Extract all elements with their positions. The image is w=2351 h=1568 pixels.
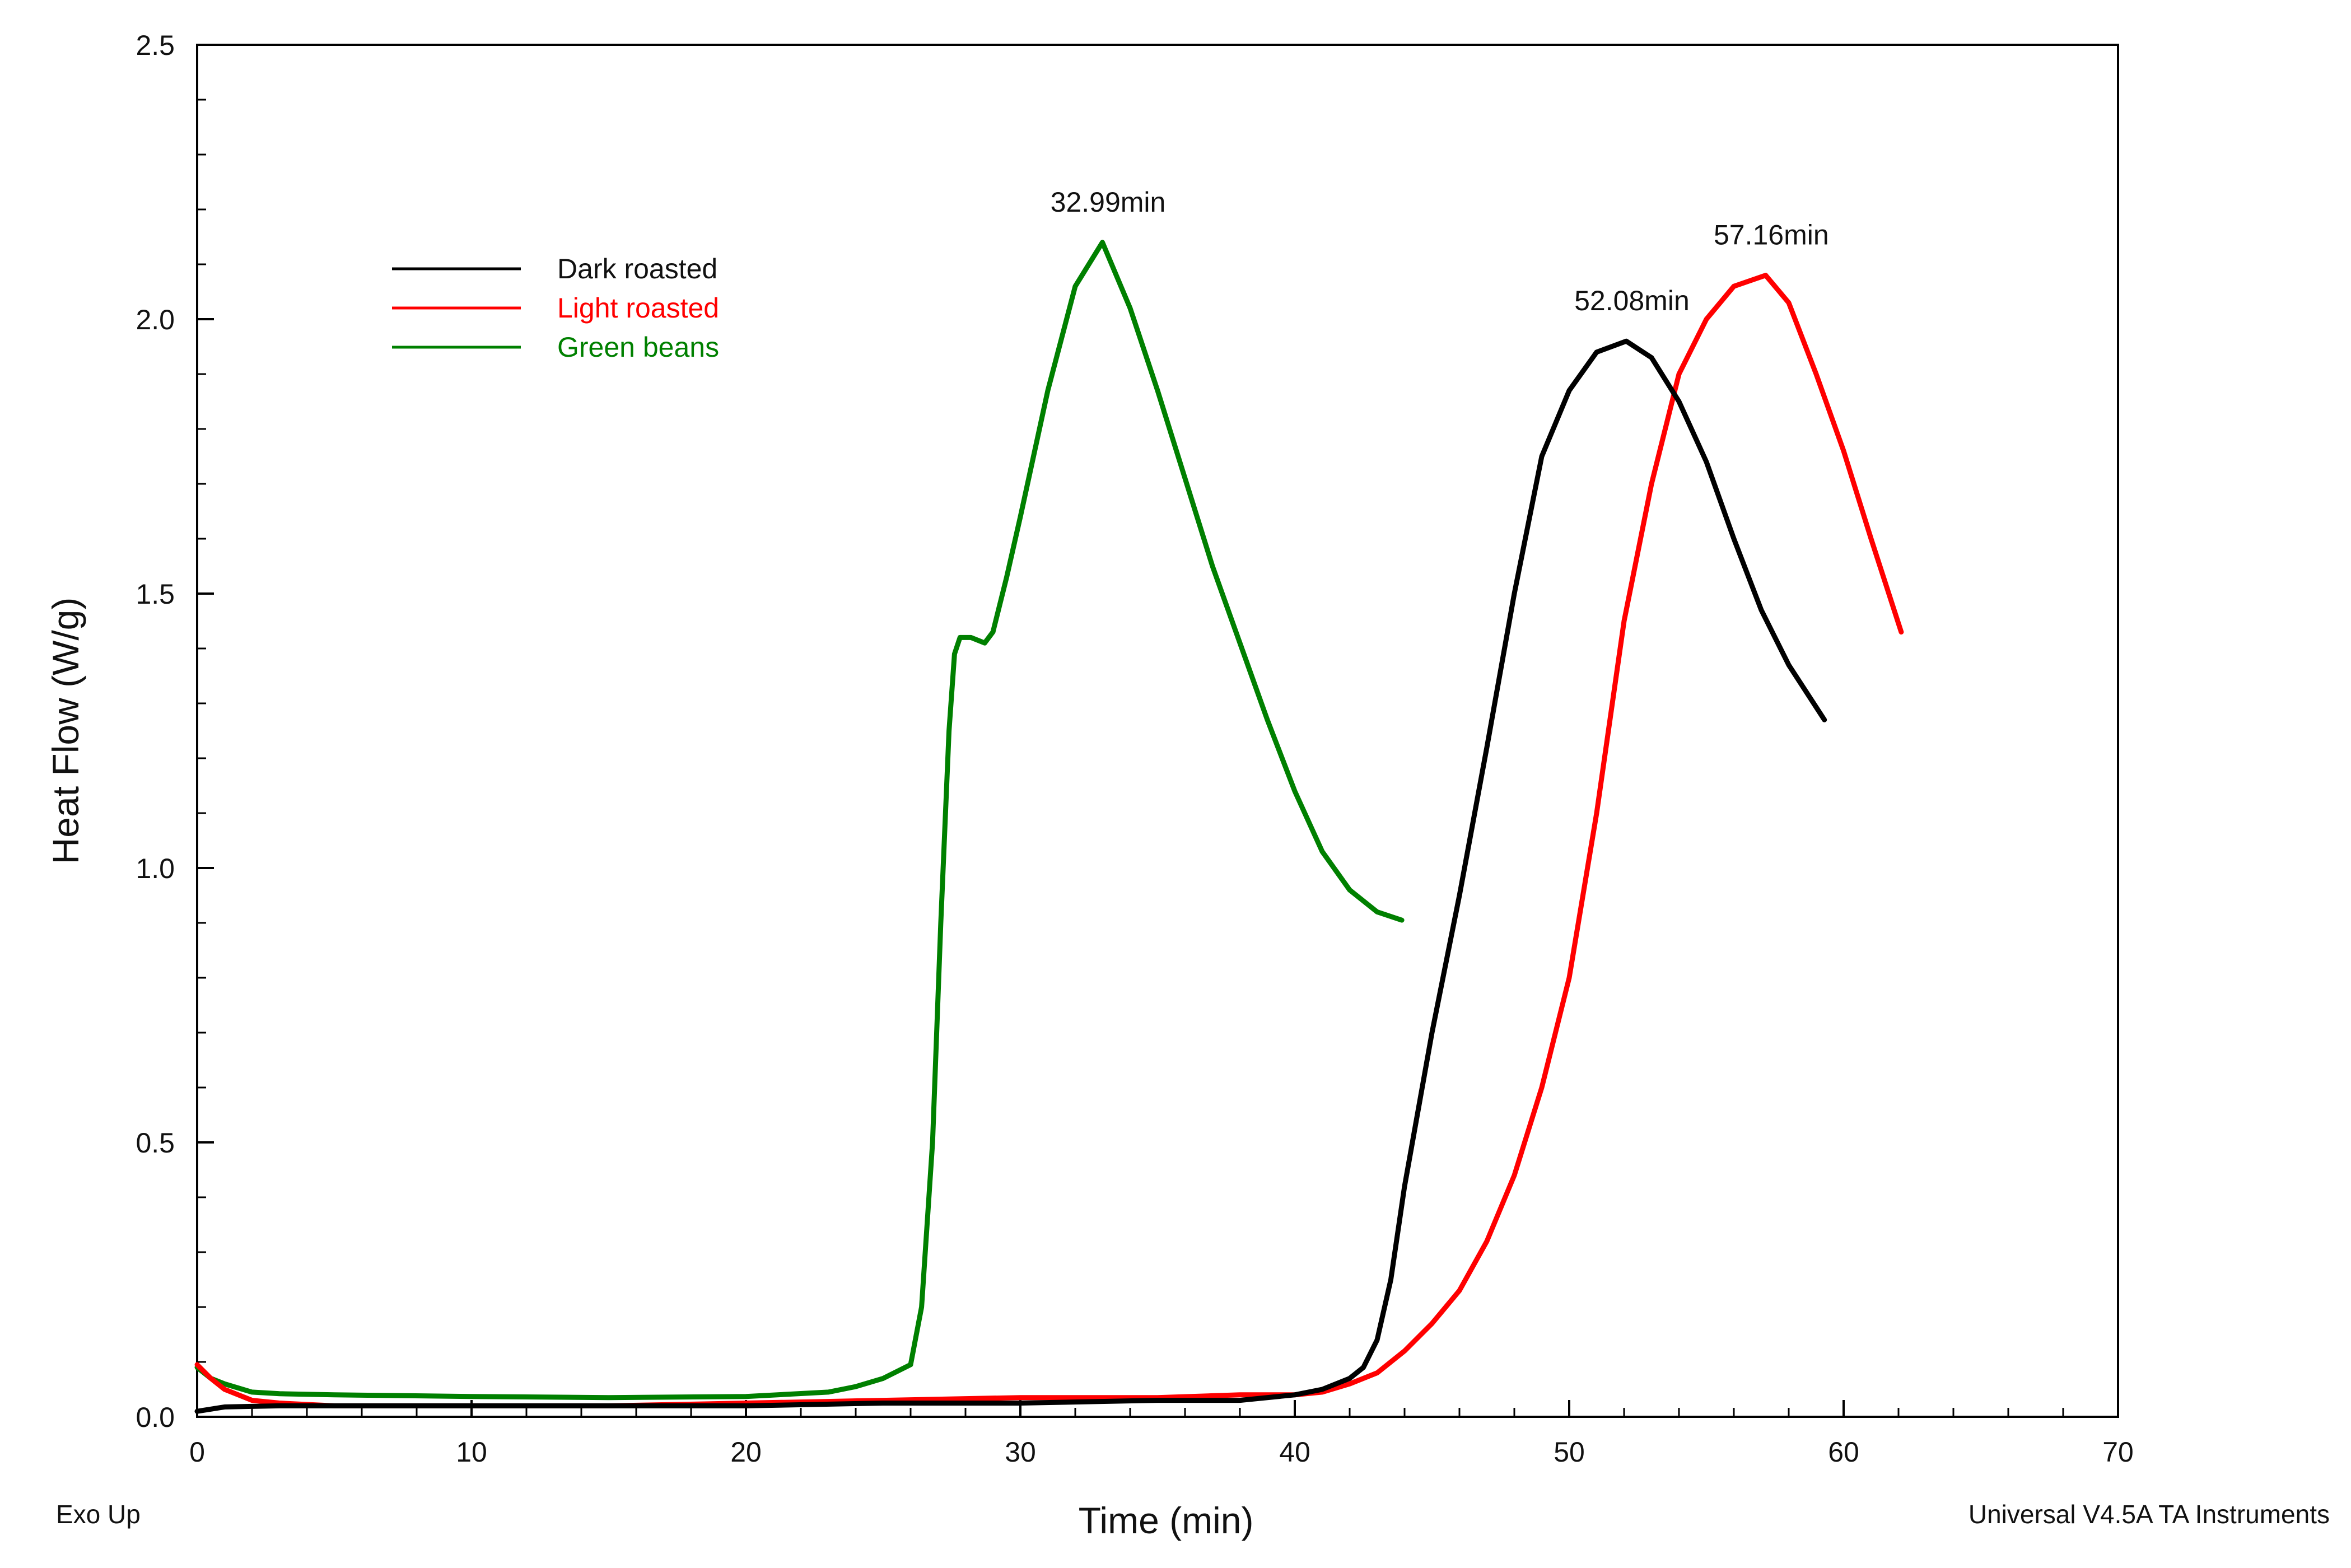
y-tick-label: 1.5 (136, 578, 175, 610)
peak-annotations: 32.99min 52.08min 57.16min (1051, 186, 1829, 316)
axis-tick-labels: 0 10 20 30 40 50 60 70 0.0 0.5 1.0 1.5 2.0 2.5 (136, 30, 2133, 1468)
exo-up-note: Exo Up (56, 1500, 141, 1529)
legend-label: Light roasted (557, 292, 719, 324)
plot-frame (196, 44, 2119, 1418)
legend: Dark roasted Light roasted Green beans (392, 253, 719, 363)
x-tick-label: 20 (730, 1436, 762, 1468)
series-lines (194, 240, 1904, 1414)
y-tick-label: 1.0 (136, 853, 175, 884)
x-tick-label: 40 (1279, 1436, 1310, 1468)
y-tick-label: 2.5 (136, 30, 175, 61)
x-axis-title: Time (min) (1079, 1500, 1254, 1541)
peak-annotation: 57.16min (1714, 220, 1829, 251)
x-tick-label: 30 (1005, 1436, 1036, 1468)
y-axis-title: Heat Flow (W/g) (45, 598, 86, 865)
x-tick-label: 60 (1828, 1436, 1859, 1468)
x-tick-label: 10 (456, 1436, 487, 1468)
y-tick-label: 0.5 (136, 1127, 175, 1159)
instrument-footer: Universal V4.5A TA Instruments (1969, 1500, 2330, 1529)
peak-annotation: 52.08min (1574, 285, 1690, 316)
axis-ticks (196, 44, 2119, 1418)
x-tick-label: 70 (2102, 1436, 2134, 1468)
y-tick-label: 0.0 (136, 1402, 175, 1433)
x-tick-label: 0 (189, 1436, 205, 1468)
series-line-dark-roasted (194, 338, 1827, 1414)
peak-annotation: 32.99min (1051, 186, 1166, 218)
series-line-light-roasted (194, 273, 1904, 1408)
x-tick-label: 50 (1554, 1436, 1585, 1468)
series-line-green-beans (194, 240, 1405, 1401)
y-tick-label: 2.0 (136, 304, 175, 335)
legend-label: Green beans (557, 332, 719, 363)
legend-label: Dark roasted (557, 253, 717, 284)
